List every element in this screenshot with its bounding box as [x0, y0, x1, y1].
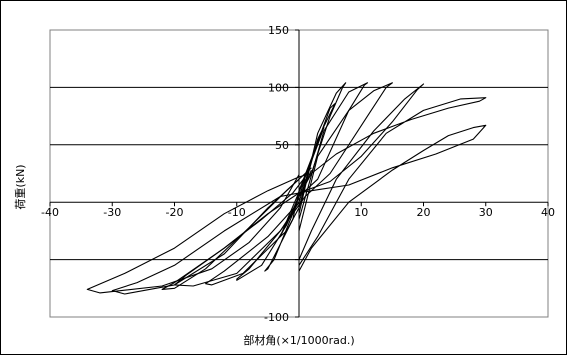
x-tick-label: 40: [541, 206, 555, 219]
y-tick-label: -100: [264, 311, 289, 324]
hysteresis-loop-4: [205, 82, 369, 286]
y-tick-label: 150: [268, 24, 289, 37]
y-tick-label: 100: [268, 81, 289, 94]
x-tick-label: 20: [417, 206, 431, 219]
x-tick-label: 30: [479, 206, 493, 219]
y-tick-label: 50: [275, 139, 289, 152]
y-axis-title: 荷重(kN): [13, 164, 27, 209]
hysteresis-loop-6: [161, 83, 425, 290]
x-tick-label: -30: [103, 206, 121, 219]
hysteresis-curves: [86, 82, 487, 295]
x-tick-label: 10: [354, 206, 368, 219]
x-tick-label: -10: [228, 206, 246, 219]
hysteresis-loop-8: [86, 97, 487, 294]
hysteresis-loop-7: [111, 124, 487, 295]
x-tick-label: -20: [166, 206, 184, 219]
x-axis-title: 部材角(×1/1000rad.): [243, 333, 354, 347]
x-tick-label: -40: [41, 206, 59, 219]
tick-labels: -40 -30 -20 -10 10 20 30 40 150 100 50 -100: [41, 24, 555, 324]
